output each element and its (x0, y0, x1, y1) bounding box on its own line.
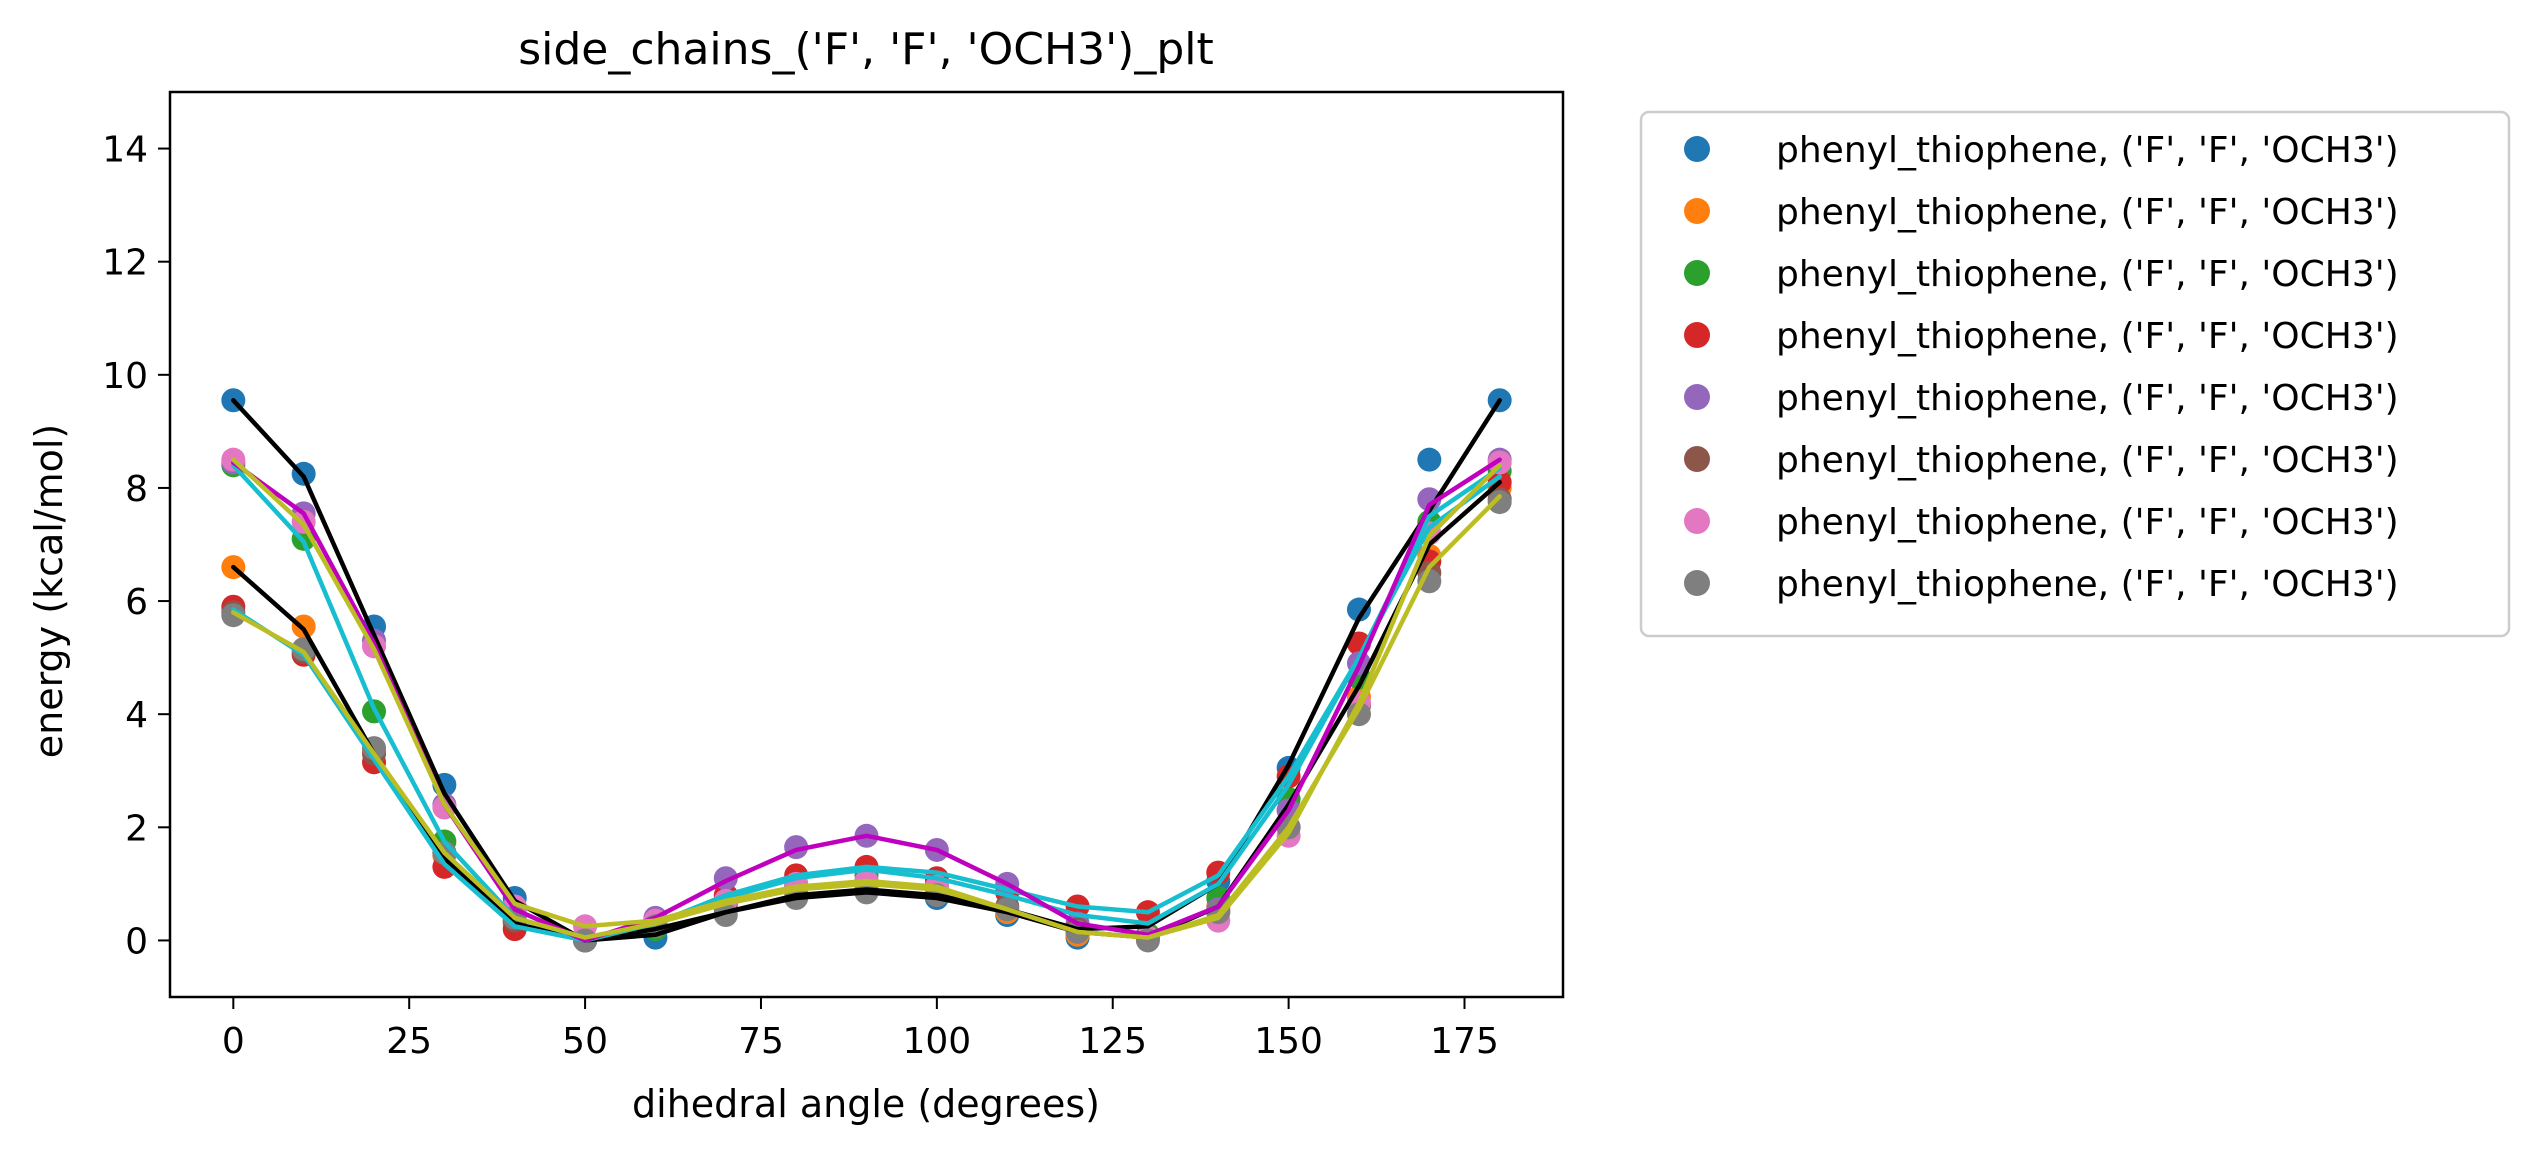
legend-entry-label: phenyl_thiophene, ('F', 'F', 'OCH3') (1776, 254, 2399, 295)
y-tick-label: 12 (102, 243, 148, 284)
legend-box (1639, 110, 2511, 638)
x-axis-label: dihedral angle (degrees) (632, 1082, 1100, 1126)
fit-line-2 (231, 480, 1502, 943)
fit-line-6 (231, 494, 1502, 940)
x-tick-label: 100 (902, 1021, 971, 1062)
chart-title: side_chains_('F', 'F', 'OCH3')_plt (518, 24, 1214, 75)
x-tick-label: 125 (1078, 1021, 1147, 1062)
legend-entry-label: phenyl_thiophene, ('F', 'F', 'OCH3') (1776, 378, 2399, 419)
legend-entry-label: phenyl_thiophene, ('F', 'F', 'OCH3') (1776, 316, 2399, 357)
fit-line-7 (231, 457, 1502, 940)
plot-frame (168, 90, 1565, 999)
data-point (1346, 597, 1371, 622)
legend-marker (1684, 508, 1710, 534)
plot-area: 0 25 50 75 100 125 150 175 0 2 4 6 8 10 12 14 (102, 90, 1565, 1062)
data-point (221, 603, 246, 628)
y-tick-label: 8 (125, 469, 148, 510)
y-tick-label: 10 (102, 356, 148, 397)
legend-marker (1684, 198, 1710, 224)
y-tick-label: 6 (125, 582, 148, 623)
y-tick-label: 14 (102, 130, 148, 171)
fit-line-1 (231, 398, 1502, 943)
legend-entry-label: phenyl_thiophene, ('F', 'F', 'OCH3') (1776, 502, 2399, 543)
data-point (1487, 490, 1512, 515)
legend: phenyl_thiophene, ('F', 'F', 'OCH3') phen… (1639, 110, 2511, 638)
y-axis-label: energy (kcal/mol) (27, 424, 71, 759)
legend-entry-label: phenyl_thiophene, ('F', 'F', 'OCH3') (1776, 192, 2399, 233)
legend-marker (1684, 570, 1710, 596)
legend-entry-label: phenyl_thiophene, ('F', 'F', 'OCH3') (1776, 130, 2399, 171)
x-tick-label: 75 (738, 1021, 784, 1062)
legend-marker (1684, 322, 1710, 348)
y-tick-label: 2 (125, 808, 148, 849)
y-tick-label: 4 (125, 695, 148, 736)
x-tick-label: 150 (1254, 1021, 1323, 1062)
legend-marker (1684, 260, 1710, 286)
x-tick-label: 25 (386, 1021, 432, 1062)
x-tick-label: 175 (1430, 1021, 1499, 1062)
fit-line-3 (231, 463, 1502, 940)
legend-marker (1684, 136, 1710, 162)
legend-marker (1684, 446, 1710, 472)
legend-entry-label: phenyl_thiophene, ('F', 'F', 'OCH3') (1776, 564, 2399, 605)
data-point (1417, 447, 1442, 472)
x-tick-label: 50 (562, 1021, 608, 1062)
fit-line-4 (231, 474, 1502, 943)
legend-entry-label: phenyl_thiophene, ('F', 'F', 'OCH3') (1776, 440, 2399, 481)
x-tick-label: 0 (222, 1021, 245, 1062)
y-tick-label: 0 (125, 921, 148, 962)
legend-marker (1684, 384, 1710, 410)
